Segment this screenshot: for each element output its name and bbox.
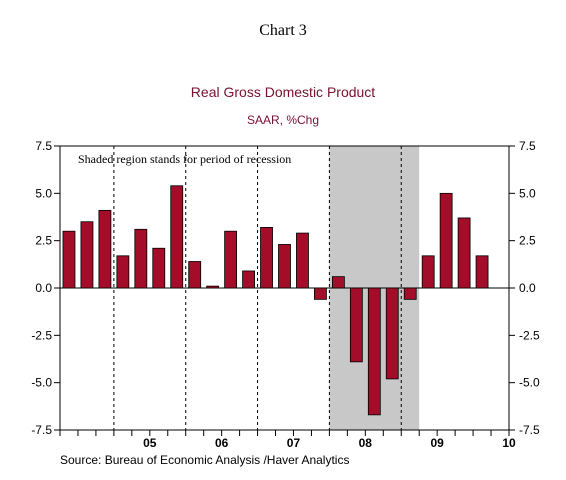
bar-2007Q2 <box>278 244 291 289</box>
bar-2005Q1 <box>116 255 130 289</box>
x-year-label-05: 05 <box>143 436 157 450</box>
source-note: Source: Bureau of Economic Analysis /Hav… <box>60 453 350 467</box>
bar-2008Q1 <box>331 276 345 289</box>
x-year-label-07: 07 <box>287 436 301 450</box>
bar-2006Q1 <box>188 261 202 289</box>
y-tick-label-left: 0.0 <box>35 281 52 295</box>
bars <box>62 185 489 416</box>
y-tick-label-left: 5.0 <box>35 186 52 200</box>
y-tick-label-right: 2.5 <box>519 234 536 248</box>
y-tick-label-right: 0.0 <box>519 281 536 295</box>
x-year-label-08: 08 <box>359 436 373 450</box>
chart-subtitle: Real Gross Domestic Product <box>190 84 376 100</box>
bar-2009Q4 <box>457 217 471 289</box>
vertical-dashed-lines <box>113 146 402 430</box>
y-tick-label-left: 7.5 <box>35 139 52 153</box>
y-tick-label-right: 5.0 <box>519 186 536 200</box>
y-tick-label-right: -5.0 <box>519 376 540 390</box>
y-axis-left: 7.5 5.0 2.5 0.0 -2.5 -5.0 -7.5 <box>31 139 60 437</box>
bar-2007Q1 <box>260 227 273 289</box>
x-year-label-06: 06 <box>215 436 229 450</box>
y-tick-label-right: -7.5 <box>519 423 540 437</box>
bar-2009Q1 <box>403 287 417 300</box>
recession-note: Shaded region stands for period of reces… <box>78 152 291 166</box>
x-year-label-09: 09 <box>430 436 444 450</box>
bar-2004Q4 <box>98 209 112 289</box>
y-tick-label-left: -7.5 <box>31 423 52 437</box>
x-axis: 05 06 07 08 09 10 <box>59 430 516 450</box>
bar-2007Q4 <box>314 287 327 300</box>
y-tick-label-left: -2.5 <box>31 328 52 342</box>
bar-2009Q3 <box>439 192 453 289</box>
bar-2005Q2 <box>134 228 148 289</box>
bar-2008Q3 <box>367 287 381 416</box>
bar-2004Q2 <box>62 230 76 289</box>
y-axis-right: 7.5 5.0 2.5 0.0 -2.5 -5.0 -7.5 <box>509 139 540 437</box>
bar-2006Q4 <box>242 270 255 289</box>
bar-2006Q3 <box>224 230 238 289</box>
bar-2004Q3 <box>80 221 94 289</box>
bar-2008Q2 <box>349 287 363 363</box>
bar-2005Q4 <box>170 185 184 289</box>
bar-2008Q4 <box>385 287 399 380</box>
bar-2010Q1 <box>475 255 489 289</box>
bar-2005Q3 <box>152 247 166 289</box>
x-year-label-10: 10 <box>502 436 516 450</box>
y-tick-label-right: 7.5 <box>519 139 536 153</box>
bar-2009Q2 <box>421 255 435 289</box>
y-tick-label-left: -5.0 <box>31 376 52 390</box>
chart-title: Chart 3 <box>259 22 307 39</box>
y-tick-label-right: -2.5 <box>519 328 540 342</box>
bar-2007Q3 <box>296 232 309 289</box>
chart-units: SAAR, %Chg <box>246 113 320 127</box>
y-tick-label-left: 2.5 <box>35 234 52 248</box>
bar-2006Q2 <box>206 285 220 289</box>
